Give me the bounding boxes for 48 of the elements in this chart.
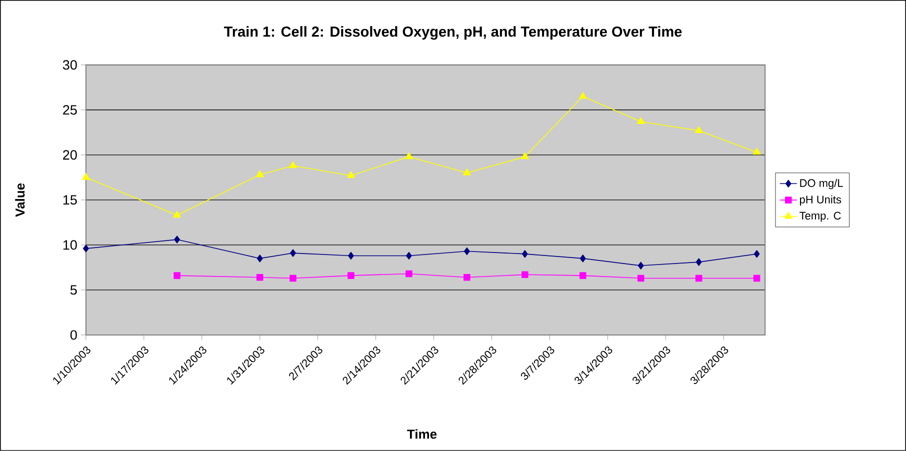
point <box>522 250 528 258</box>
point <box>82 173 90 180</box>
point <box>82 244 89 252</box>
point <box>348 252 354 260</box>
chart-title: Train 1: Cell 2: Dissolved Oxygen, pH, and Temperature Over Time <box>224 26 682 40</box>
point <box>405 152 413 160</box>
point <box>464 247 470 256</box>
point <box>290 249 296 257</box>
point <box>579 272 586 279</box>
point <box>695 274 702 282</box>
point <box>463 168 471 176</box>
point <box>753 274 760 282</box>
point <box>406 270 412 278</box>
point <box>256 274 264 281</box>
legend-label: pH Units <box>800 195 842 206</box>
y-axis-title: Value <box>15 183 25 217</box>
point <box>579 92 587 99</box>
y-tick-label: 30 <box>62 60 77 70</box>
point <box>754 250 760 258</box>
point <box>638 262 644 270</box>
point <box>174 236 180 244</box>
point <box>406 252 412 260</box>
point <box>256 254 263 262</box>
point <box>464 274 470 281</box>
y-tick-label: 5 <box>70 285 77 295</box>
legend-label: Temp. C <box>800 212 841 222</box>
point <box>521 271 528 278</box>
point <box>636 117 645 124</box>
y-tick-label: 15 <box>63 195 77 205</box>
y-tick-label: 20 <box>63 150 77 160</box>
point <box>348 272 354 279</box>
x-axis-title: Time <box>407 429 437 439</box>
point <box>347 171 355 178</box>
point <box>289 161 297 168</box>
point <box>752 148 761 155</box>
point <box>696 258 702 266</box>
point <box>173 210 181 218</box>
point <box>256 170 264 178</box>
point <box>290 274 296 282</box>
y-tick-label: 10 <box>63 240 77 250</box>
y-tick-label: 0 <box>70 330 77 340</box>
point <box>694 126 703 134</box>
point <box>174 272 180 279</box>
y-tick-label: 25 <box>63 105 77 115</box>
point <box>580 254 586 262</box>
legend-label: DO mg/L <box>800 178 843 190</box>
point <box>521 152 529 160</box>
point <box>637 274 644 282</box>
